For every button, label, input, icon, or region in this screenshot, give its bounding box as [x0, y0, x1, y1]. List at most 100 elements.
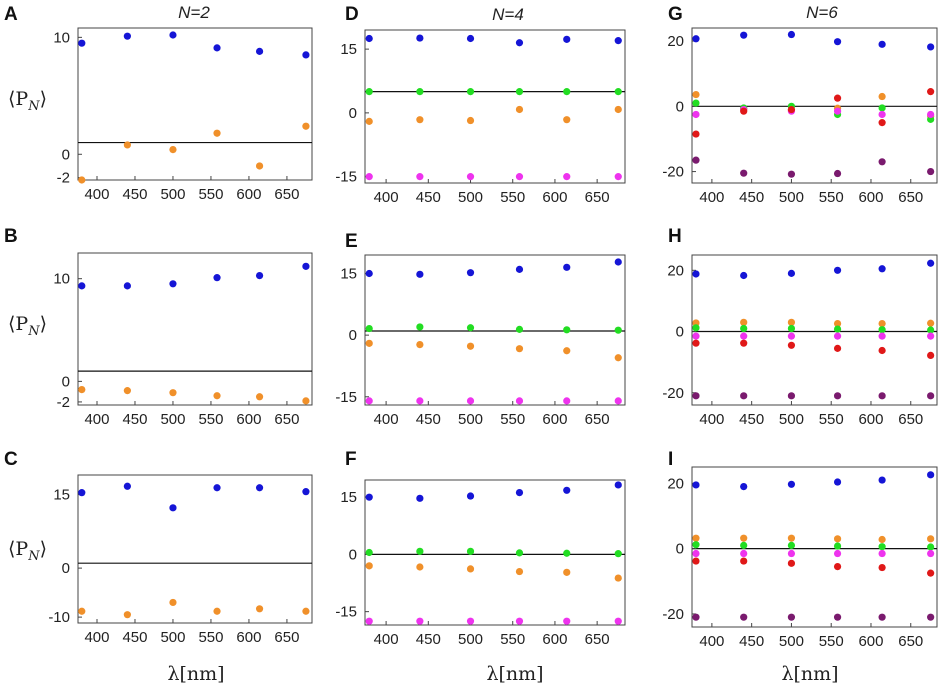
data-point-blue: [466, 269, 475, 277]
x-tick-label: 450: [122, 411, 147, 428]
data-point-green: [692, 541, 700, 549]
plot-frame: [691, 466, 938, 628]
data-point-orange: [787, 318, 796, 326]
data-point-orange: [466, 342, 475, 350]
panel-c: C 15 0 -10 400 450 500 550 600 650: [4, 449, 313, 646]
x-tick-label: 500: [458, 631, 483, 648]
y-tick-label: 0: [62, 560, 70, 577]
data-point-red: [740, 557, 748, 565]
data-point-blue: [878, 476, 886, 484]
data-point-blue: [169, 280, 177, 288]
data-point-red: [787, 341, 796, 349]
data-point-blue: [787, 480, 796, 488]
data-point-red: [740, 107, 748, 115]
data-point-magenta: [740, 332, 748, 340]
panel-letter: I: [668, 449, 673, 470]
data-point-red: [692, 130, 700, 138]
y-tick-label: 20: [667, 33, 684, 50]
data-point-orange: [878, 535, 886, 544]
data-point-purple: [878, 158, 886, 166]
data-point-blue: [466, 492, 475, 500]
y-tick-label: 0: [676, 98, 684, 115]
x-tick-label: 600: [542, 189, 567, 206]
data-point-blue: [927, 43, 935, 51]
ylabel-subscript: N: [27, 324, 40, 339]
y-tick-label: -20: [662, 164, 684, 181]
series-purple: [692, 613, 935, 621]
data-point-orange: [563, 347, 571, 355]
data-point-magenta: [833, 107, 842, 115]
x-tick-label: 400: [84, 629, 109, 646]
panels-layer: A 10 0 -2 400 450 500 550 600 650 B 10 0 -2 400 450 500 5…: [4, 4, 938, 650]
series-purple: [692, 156, 935, 178]
y-tick-label: 10: [53, 29, 70, 46]
data-point-blue: [416, 270, 424, 278]
ylabel-main: ⟨P: [8, 538, 28, 560]
data-point-green: [466, 324, 475, 332]
y-tick-label: 10: [53, 271, 70, 288]
data-point-orange: [213, 129, 221, 137]
data-point-green: [515, 88, 524, 96]
y-tick-label: -15: [335, 389, 357, 406]
y-tick-label: -15: [335, 169, 357, 186]
data-point-orange: [123, 611, 131, 619]
data-point-magenta: [365, 617, 373, 625]
y-tick-label: 0: [62, 373, 70, 390]
data-point-green: [416, 323, 424, 331]
data-point-blue: [213, 484, 221, 492]
ylabel-close: ⟩: [40, 538, 47, 560]
data-point-orange: [416, 563, 424, 571]
data-point-red: [878, 119, 886, 127]
x-tick-label: 600: [858, 411, 883, 428]
data-point-orange: [213, 392, 221, 400]
data-point-green: [692, 324, 700, 332]
data-point-blue: [833, 38, 842, 46]
series-red: [692, 557, 935, 577]
data-point-orange: [878, 92, 886, 101]
data-point-orange: [416, 340, 424, 349]
x-tick-label: 400: [374, 411, 399, 428]
data-point-purple: [833, 613, 842, 621]
data-point-magenta: [927, 549, 935, 558]
panel-e: E 15 0 -15 400 450 500 550 600 650: [335, 231, 626, 428]
data-point-blue: [365, 493, 373, 501]
data-point-purple: [878, 613, 886, 621]
x-tick-label: 600: [236, 411, 261, 428]
ylabel-subscript: N: [27, 549, 40, 564]
data-point-blue: [515, 488, 524, 497]
plot-frame: [364, 254, 626, 406]
series-orange: [692, 318, 935, 328]
x-tick-label: 600: [542, 631, 567, 648]
svg-text:⟨PN⟩: ⟨PN⟩: [8, 313, 47, 339]
data-point-blue: [123, 282, 131, 290]
data-point-magenta: [515, 617, 524, 625]
data-point-magenta: [692, 549, 700, 558]
data-point-magenta: [515, 397, 524, 405]
y-tick-label: 15: [340, 265, 357, 282]
data-point-blue: [833, 478, 842, 486]
x-tick-label: 450: [739, 633, 764, 650]
column-title-n6: N=6: [806, 3, 838, 22]
data-point-orange: [833, 319, 842, 328]
data-point-orange: [515, 105, 524, 114]
x-tick-label: 650: [585, 631, 610, 648]
data-point-red: [692, 339, 700, 347]
data-point-red: [927, 569, 935, 577]
data-point-green: [787, 541, 796, 549]
panel-letter: F: [345, 449, 357, 470]
data-point-purple: [927, 613, 935, 621]
panel-b: B 10 0 -2 400 450 500 550 600 650: [4, 226, 313, 428]
data-point-green: [692, 99, 700, 107]
data-point-blue: [927, 471, 935, 479]
x-tick-label: 550: [198, 629, 223, 646]
x-tick-label: 400: [84, 186, 109, 203]
data-point-blue: [740, 482, 748, 491]
data-point-magenta: [365, 397, 373, 405]
x-tick-label: 650: [898, 633, 923, 650]
y-tick-label: 15: [53, 487, 70, 504]
series-blue: [692, 471, 935, 491]
data-point-blue: [213, 44, 221, 52]
data-point-green: [416, 547, 424, 555]
data-point-blue: [169, 504, 177, 512]
panel-g: G 20 0 -20 400 450 500 550 600 650: [662, 4, 938, 206]
